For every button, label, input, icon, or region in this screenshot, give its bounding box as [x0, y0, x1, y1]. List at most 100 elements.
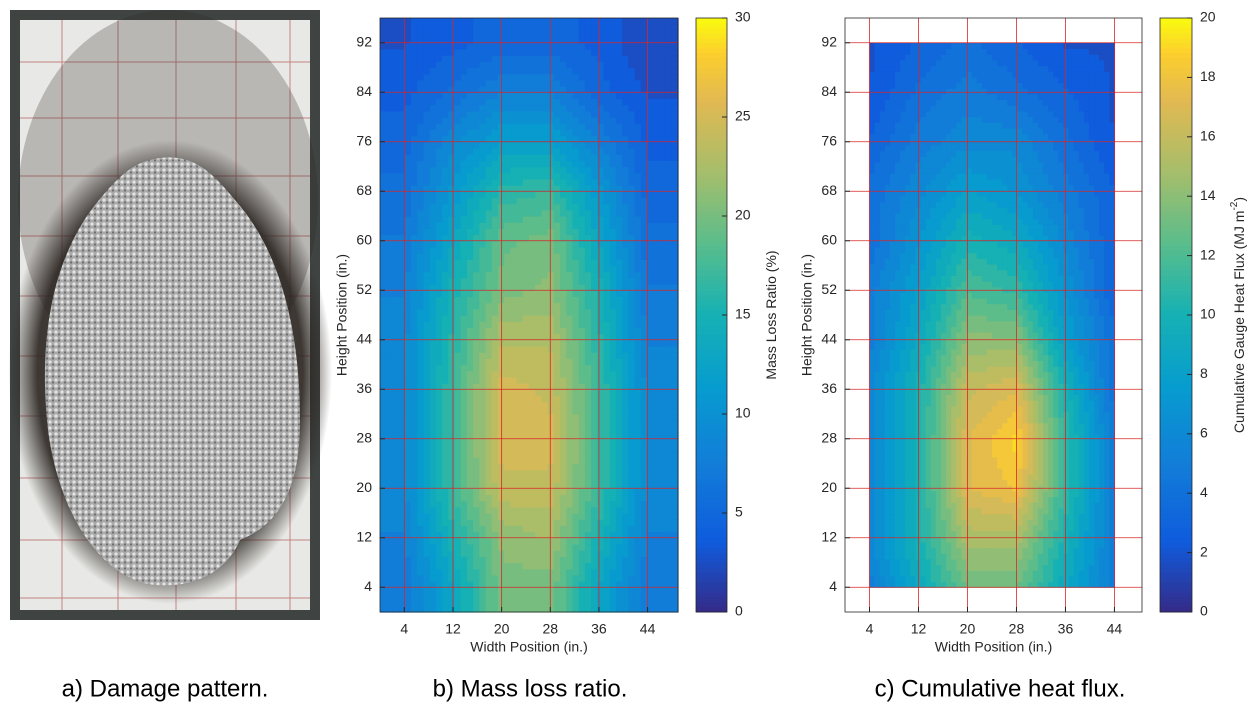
contour-cell [467, 587, 474, 594]
contour-cell [461, 142, 468, 149]
contour-cell [467, 154, 474, 161]
contour-cell [616, 24, 623, 31]
contour-cell [895, 576, 901, 582]
contour-cell [535, 86, 542, 93]
contour-cell [604, 43, 611, 50]
contour-cell [610, 37, 617, 44]
contour-cell [666, 173, 673, 180]
contour-cell [380, 556, 387, 563]
contour-cell [616, 327, 623, 334]
contour-cell [579, 253, 586, 260]
contour-cell [492, 86, 499, 93]
contour-cell [486, 136, 493, 143]
contour-cell [392, 235, 399, 242]
contour-cell [641, 383, 648, 390]
contour-cell [417, 501, 424, 508]
contour-cell [510, 482, 517, 489]
contour-cell [405, 439, 412, 446]
contour-cell [442, 525, 449, 532]
contour-cell [467, 550, 474, 557]
contour-cell [455, 346, 462, 353]
contour-cell [535, 37, 542, 44]
contour-cell [641, 216, 648, 223]
contour-cell [591, 563, 598, 570]
contour-cell [529, 563, 536, 570]
contour-cell [392, 309, 399, 316]
contour-cell [430, 327, 437, 334]
contour-cell [517, 414, 524, 421]
contour-cell [492, 136, 499, 143]
colorbar-segment [696, 528, 727, 533]
contour-cell [628, 247, 635, 254]
contour-cell [541, 272, 548, 279]
contour-cell [504, 513, 511, 520]
contour-cell [405, 358, 412, 365]
contour-cell [467, 105, 474, 112]
contour-cell [579, 563, 586, 570]
contour-cell [392, 488, 399, 495]
contour-cell [423, 321, 430, 328]
contour-cell [572, 606, 579, 613]
contour-cell [635, 309, 642, 316]
contour-cell [479, 55, 486, 62]
contour-cell [448, 253, 455, 260]
contour-cell [417, 278, 424, 285]
contour-cell [423, 191, 430, 198]
contour-cell [529, 92, 536, 99]
x-tick-label: 44 [640, 621, 656, 637]
contour-cell [510, 173, 517, 180]
contour-cell [579, 519, 586, 526]
contour-cell [875, 570, 881, 576]
contour-cell [442, 266, 449, 273]
contour-cell [548, 61, 555, 68]
contour-cell [504, 600, 511, 607]
contour-cell [386, 346, 393, 353]
contour-cell [455, 309, 462, 316]
contour-cell [635, 389, 642, 396]
contour-cell [659, 346, 666, 353]
contour-cell [604, 105, 611, 112]
contour-cell [541, 408, 548, 415]
contour-cell [591, 544, 598, 551]
contour-cell [510, 525, 517, 532]
contour-cell [473, 395, 480, 402]
colorbar-segment [696, 256, 727, 261]
contour-cell [548, 426, 555, 433]
contour-cell [554, 538, 561, 545]
contour-cell [616, 402, 623, 409]
contour-cell [386, 61, 393, 68]
contour-cell [405, 563, 412, 570]
contour-cell [579, 327, 586, 334]
contour-cell [554, 235, 561, 242]
contour-cell [579, 593, 586, 600]
contour-cell [554, 284, 561, 291]
contour-cell [479, 68, 486, 75]
contour-cell [635, 433, 642, 440]
contour-cell [517, 173, 524, 180]
contour-cell [591, 284, 598, 291]
contour-cell [579, 61, 586, 68]
contour-cell [597, 148, 604, 155]
contour-cell [455, 117, 462, 124]
contour-cell [486, 37, 493, 44]
contour-cell [436, 253, 443, 260]
contour-cell [554, 98, 561, 105]
contour-cell [616, 451, 623, 458]
contour-cell [560, 123, 567, 130]
contour-cell [529, 309, 536, 316]
contour-cell [597, 129, 604, 136]
contour-cell [473, 303, 480, 310]
contour-cell [436, 383, 443, 390]
contour-cell [405, 377, 412, 384]
contour-cell [510, 18, 517, 25]
contour-cell [423, 253, 430, 260]
contour-cell [392, 470, 399, 477]
contour-cell [560, 43, 567, 50]
contour-cell [430, 228, 437, 235]
contour-cell [380, 55, 387, 62]
contour-cell [442, 123, 449, 130]
contour-cell [479, 420, 486, 427]
contour-cell [591, 501, 598, 508]
contour-cell [423, 228, 430, 235]
contour-cell [628, 476, 635, 483]
